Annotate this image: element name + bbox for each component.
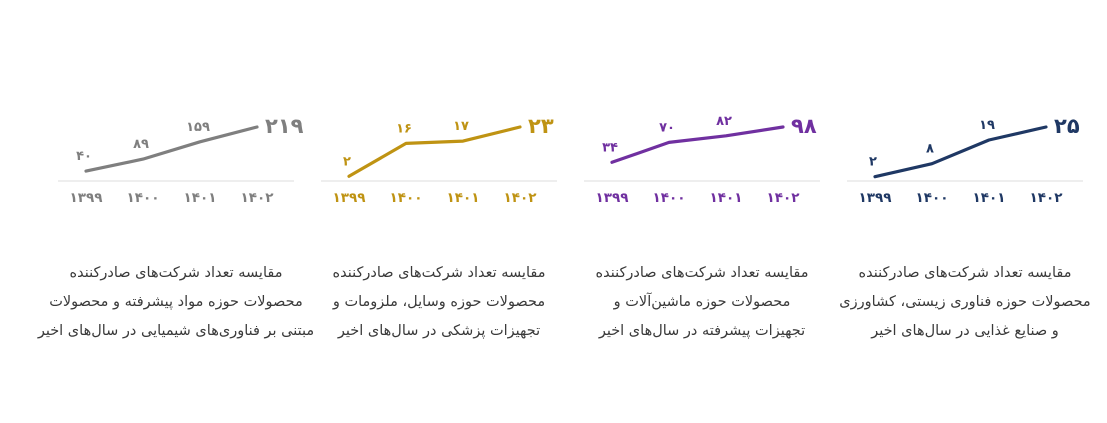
caption-line: مقایسه تعداد شرکت‌های صادرکننده (595, 265, 809, 281)
data-label: ۱۷ (453, 119, 469, 134)
trend-line (610, 125, 785, 164)
line-chart-chemical: ۴۰ ۸۹ ۱۵۹ ۲۱۹ ۱۳۹۹ ۱۴۰۰ ۱۴۰۱ ۱۴۰۲ (50, 75, 304, 207)
line-chart-medical: ۲ ۱۶ ۱۷ ۲۳ ۱۳۹۹ ۱۴۰۰ ۱۴۰۱ ۱۴۰۲ (313, 75, 565, 207)
caption-line: مقایسه تعداد شرکت‌های صادرکننده (858, 265, 1072, 281)
data-label-final: ۲۵ (1054, 114, 1080, 138)
data-label-final: ۲۱۹ (265, 114, 304, 138)
chart-panel-chemical: ۴۰ ۸۹ ۱۵۹ ۲۱۹ ۱۳۹۹ ۱۴۰۰ ۱۴۰۱ ۱۴۰۲ مقایسه تعداد … (38, 75, 314, 346)
chart-caption-chemical: مقایسه تعداد شرکت‌های صادرکننده محصولات … (38, 259, 314, 346)
charts-row: ۴۰ ۸۹ ۱۵۹ ۲۱۹ ۱۳۹۹ ۱۴۰۰ ۱۴۰۱ ۱۴۰۲ مقایسه تعداد … (38, 75, 1091, 346)
x-tick-label: ۱۴۰۲ (504, 190, 538, 206)
data-label: ۲ (343, 154, 351, 169)
x-tick-label: ۱۴۰۲ (767, 190, 801, 206)
chart-caption-machinery: مقایسه تعداد شرکت‌های صادرکننده محصولات … (576, 259, 828, 346)
x-tick-label: ۱۴۰۲ (241, 190, 275, 206)
x-tick-label: ۱۴۰۰ (653, 190, 686, 206)
caption-line: محصولات حوزه مواد پیشرفته و محصولات (49, 294, 303, 310)
trend-line (347, 125, 522, 178)
x-tick-label: ۱۳۹۹ (859, 190, 892, 206)
x-tick-label: ۱۳۹۹ (596, 190, 629, 206)
x-tick-label: ۱۴۰۰ (390, 190, 423, 206)
x-tick-label: ۱۴۰۲ (1030, 190, 1064, 206)
x-tick-label: ۱۴۰۱ (184, 190, 217, 206)
data-label: ۸۹ (133, 137, 149, 152)
line-chart-svg: ۳۴ ۷۰ ۸۲ ۹۸ ۱۳۹۹ ۱۴۰۰ ۱۴۰۱ ۱۴۰۲ (584, 114, 820, 206)
caption-line: مقایسه تعداد شرکت‌های صادرکننده (69, 265, 283, 281)
data-label: ۱۵۹ (186, 120, 210, 135)
caption-line: مقایسه تعداد شرکت‌های صادرکننده (332, 265, 546, 281)
data-label: ۲ (869, 155, 877, 170)
caption-line: محصولات حوزه فناوری زیستی، کشاورزی (839, 294, 1091, 310)
x-tick-label: ۱۴۰۱ (710, 190, 743, 206)
trend-line (84, 125, 259, 173)
x-tick-label: ۱۴۰۱ (447, 190, 480, 206)
line-chart-svg: ۴۰ ۸۹ ۱۵۹ ۲۱۹ ۱۳۹۹ ۱۴۰۰ ۱۴۰۱ ۱۴۰۲ (58, 114, 304, 206)
x-tick-label: ۱۳۹۹ (333, 190, 366, 206)
data-label: ۳۴ (602, 140, 618, 155)
x-tick-label: ۱۴۰۱ (973, 190, 1006, 206)
data-label: ۱۹ (979, 118, 995, 133)
caption-line: مبتنی بر فناوری‌های شیمیایی در سال‌های ا… (37, 323, 315, 339)
caption-line: تجهیزات پزشکی در سال‌های اخیر (337, 323, 541, 339)
data-label: ۱۶ (396, 121, 412, 136)
chart-panel-medical: ۲ ۱۶ ۱۷ ۲۳ ۱۳۹۹ ۱۴۰۰ ۱۴۰۱ ۱۴۰۲ مقایسه تعداد شرک… (313, 75, 565, 346)
data-label: ۷۰ (659, 120, 675, 135)
line-chart-svg: ۲ ۱۶ ۱۷ ۲۳ ۱۳۹۹ ۱۴۰۰ ۱۴۰۱ ۱۴۰۲ (321, 114, 557, 206)
data-label: ۸۲ (716, 114, 732, 129)
caption-line: محصولات حوزه ماشین‌آلات و (613, 294, 791, 310)
chart-panel-machinery: ۳۴ ۷۰ ۸۲ ۹۸ ۱۳۹۹ ۱۴۰۰ ۱۴۰۱ ۱۴۰۲ مقایسه تعداد شر… (576, 75, 828, 346)
data-label-final: ۲۳ (528, 114, 554, 138)
line-chart-machinery: ۳۴ ۷۰ ۸۲ ۹۸ ۱۳۹۹ ۱۴۰۰ ۱۴۰۱ ۱۴۰۲ (576, 75, 828, 207)
line-chart-biotech: ۲ ۸ ۱۹ ۲۵ ۱۳۹۹ ۱۴۰۰ ۱۴۰۱ ۱۴۰۲ (839, 75, 1091, 207)
caption-line: تجهیزات پیشرفته در سال‌های اخیر (598, 323, 806, 339)
x-tick-label: ۱۴۰۰ (916, 190, 949, 206)
chart-panel-biotech: ۲ ۸ ۱۹ ۲۵ ۱۳۹۹ ۱۴۰۰ ۱۴۰۱ ۱۴۰۲ مقایسه تعداد شرکت… (839, 75, 1091, 346)
caption-line: و صنایع غذایی در سال‌های اخیر (871, 323, 1059, 339)
data-label-final: ۹۸ (791, 114, 817, 138)
line-chart-svg: ۲ ۸ ۱۹ ۲۵ ۱۳۹۹ ۱۴۰۰ ۱۴۰۱ ۱۴۰۲ (847, 114, 1083, 206)
data-label: ۴۰ (76, 149, 92, 164)
x-tick-label: ۱۳۹۹ (70, 190, 103, 206)
x-tick-label: ۱۴۰۰ (127, 190, 160, 206)
trend-line (873, 125, 1048, 179)
chart-caption-biotech: مقایسه تعداد شرکت‌های صادرکننده محصولات … (839, 259, 1091, 346)
caption-line: محصولات حوزه وسایل، ملزومات و (332, 294, 546, 310)
chart-caption-medical: مقایسه تعداد شرکت‌های صادرکننده محصولات … (313, 259, 565, 346)
data-label: ۸ (926, 142, 934, 157)
